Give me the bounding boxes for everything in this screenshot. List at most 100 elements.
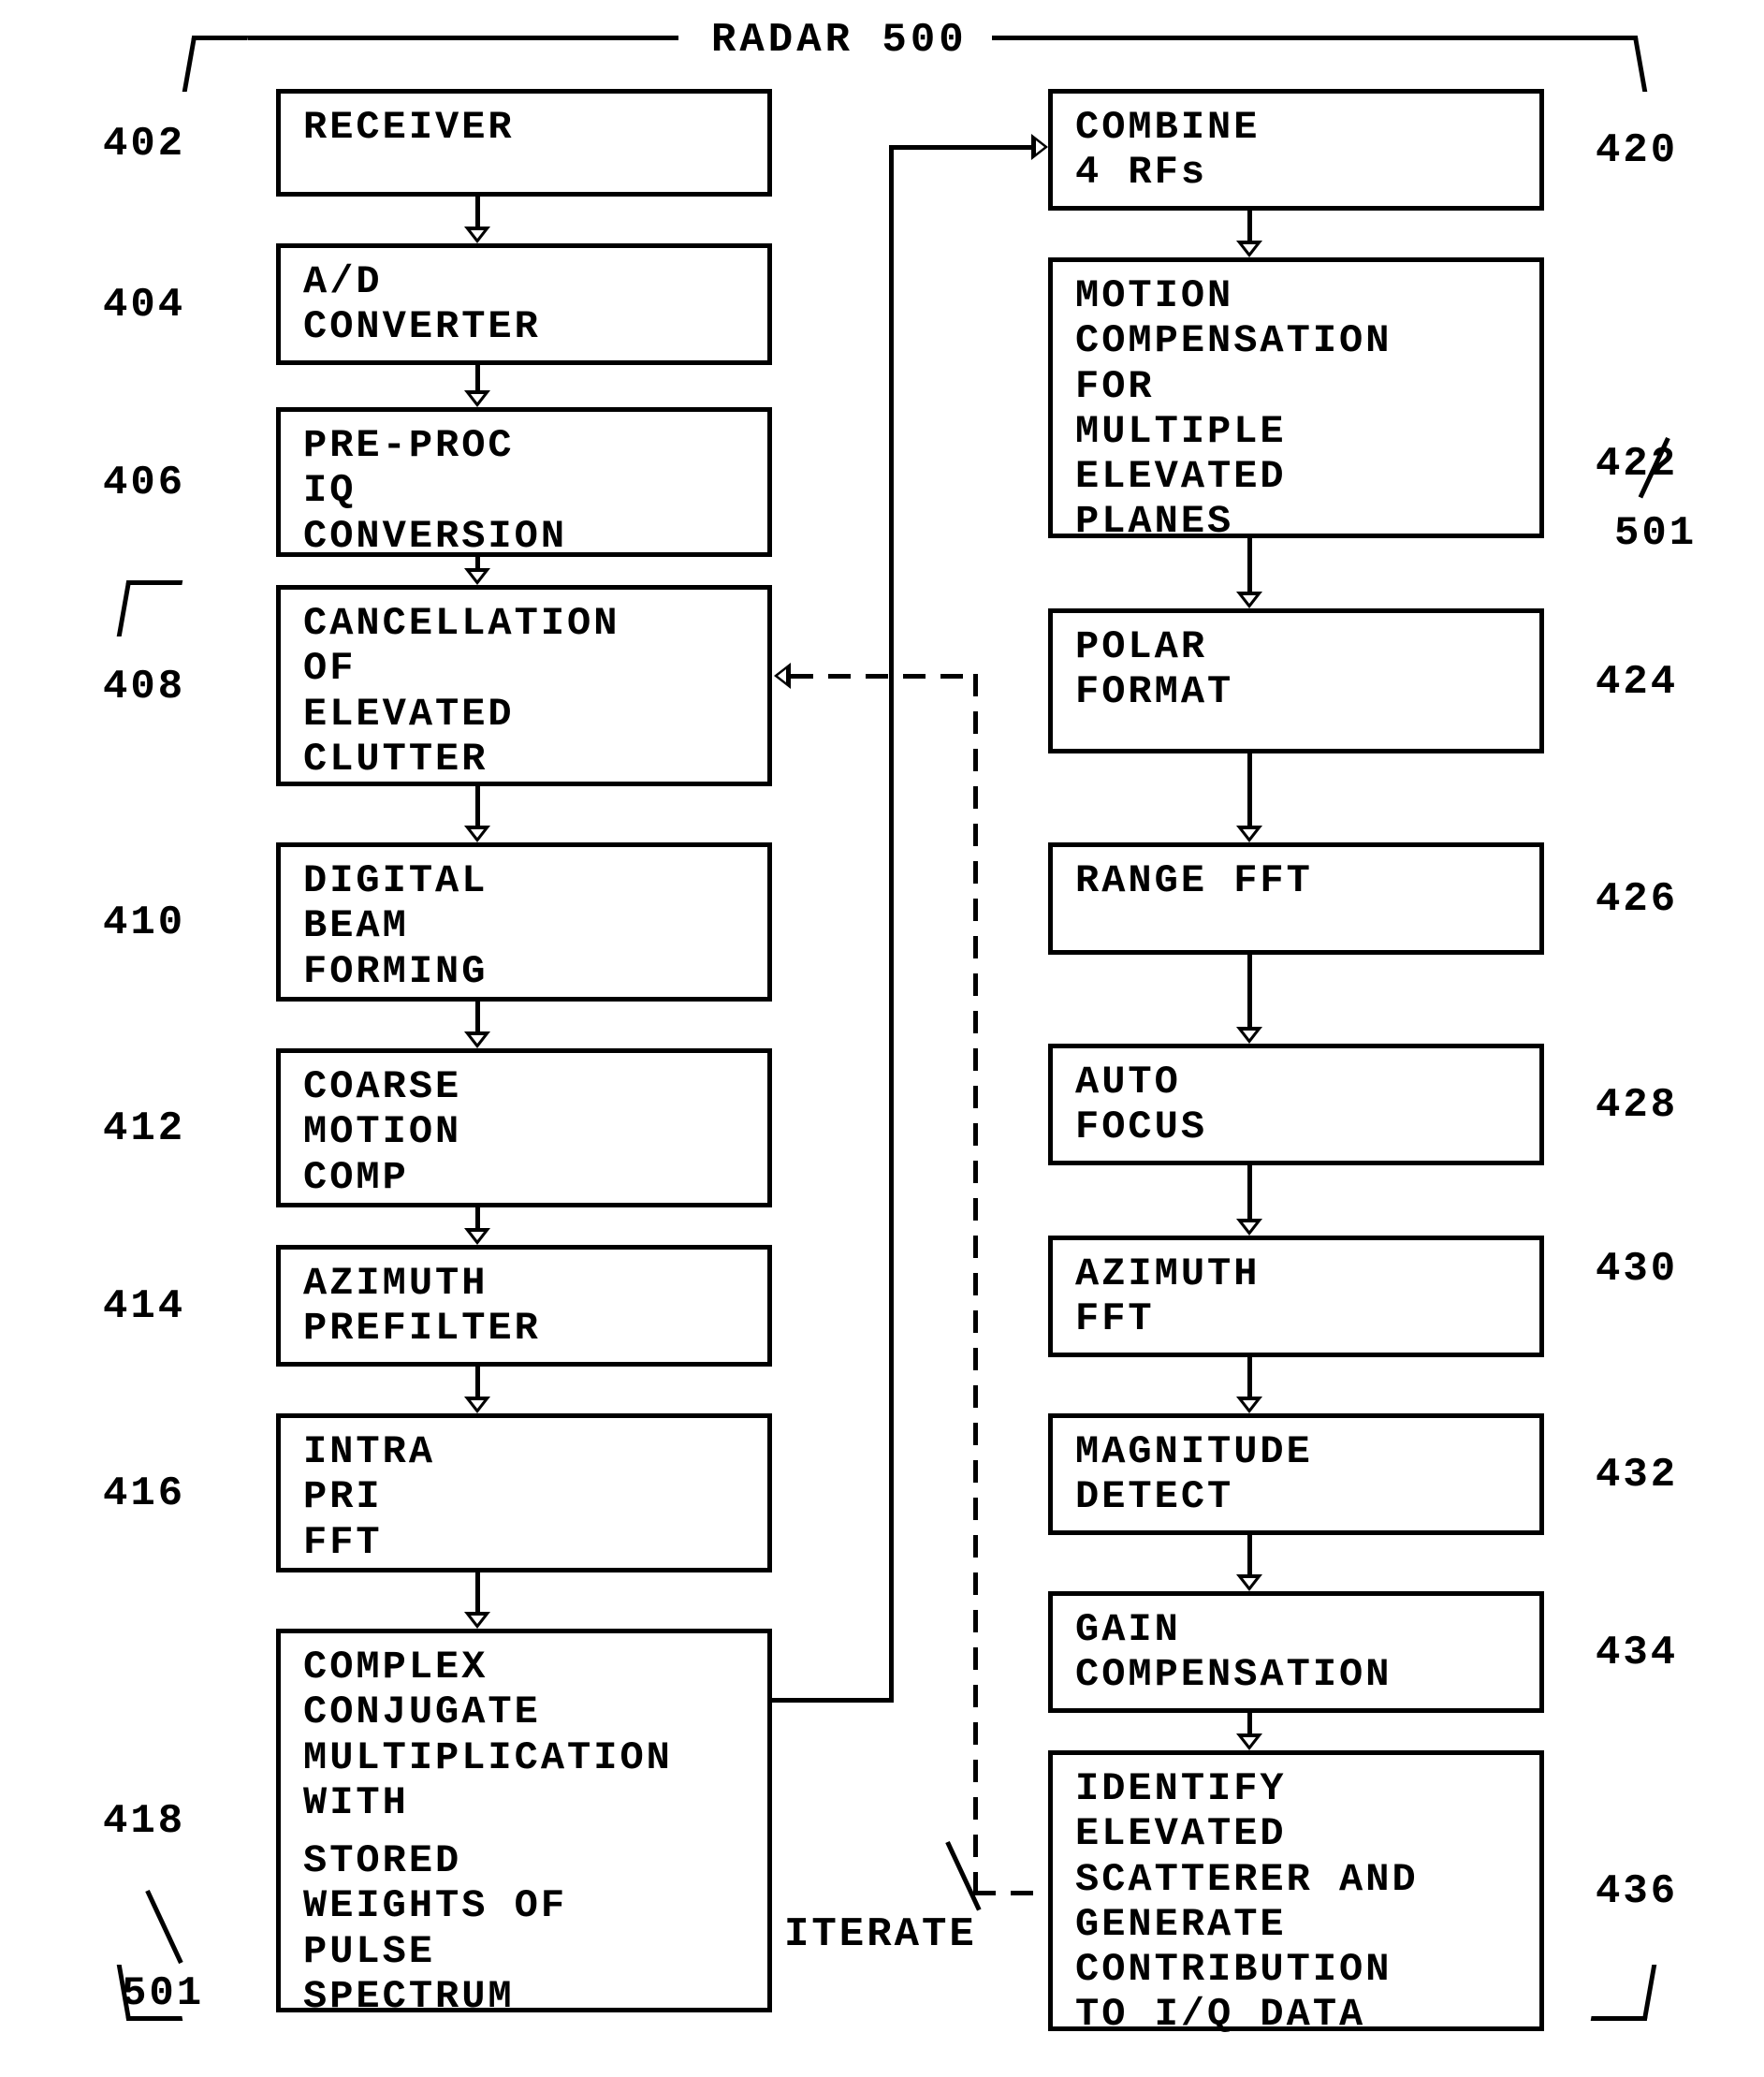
flow-box-408: CANCELLATIONOFELEVATEDCLUTTER <box>276 585 772 786</box>
arrow-down-icon <box>1236 592 1262 608</box>
box-text-line: CONJUGATE <box>303 1689 745 1734</box>
ref-label-436: 436 <box>1596 1868 1678 1915</box>
flow-box-416: INTRAPRIFFT <box>276 1413 772 1572</box>
flow-box-424: POLARFORMAT <box>1048 608 1544 753</box>
box-text-line: TO I/Q DATA <box>1075 1992 1517 2037</box>
title-rule-left <box>248 36 678 40</box>
dashed-436-left <box>973 1891 1048 1895</box>
arrow-into-420 <box>1031 134 1048 160</box>
bracket-bottom-right <box>1591 1965 1657 2021</box>
ref-label-426: 426 <box>1596 876 1678 923</box>
ref-label-416: 416 <box>103 1470 185 1517</box>
flow-box-414: AZIMUTHPREFILTER <box>276 1245 772 1367</box>
box-text-line: ELEVATED <box>1075 454 1517 499</box>
connector-418-to-mid <box>772 1698 894 1703</box>
box-text-line: DIGITAL <box>303 858 745 903</box>
box-text-line: AZIMUTH <box>303 1261 745 1306</box>
box-text-line: MULTIPLICATION <box>303 1735 745 1780</box>
box-text-line: COMPENSATION <box>1075 318 1517 363</box>
arrow-down-icon <box>464 1397 490 1413</box>
box-text-line: DETECT <box>1075 1474 1517 1519</box>
connector-mid-vertical <box>889 145 894 1703</box>
ref-label-412: 412 <box>103 1105 185 1152</box>
flow-box-430: AZIMUTHFFT <box>1048 1236 1544 1357</box>
arrow-down-icon <box>1236 241 1262 257</box>
arrow-down-icon <box>464 1031 490 1048</box>
connector-mid-to-420 <box>889 145 1034 150</box>
arrow-down-icon <box>1236 1733 1262 1750</box>
ref-label-418: 418 <box>103 1798 185 1845</box>
box-text-line: FFT <box>1075 1296 1517 1341</box>
box-text-line: CONVERSION <box>303 514 745 559</box>
flow-box-432: MAGNITUDEDETECT <box>1048 1413 1544 1535</box>
flow-box-428: AUTOFOCUS <box>1048 1044 1544 1165</box>
box-text-line: POLAR <box>1075 624 1517 669</box>
arrow-down-icon <box>1236 1027 1262 1044</box>
box-text-line: GAIN <box>1075 1607 1517 1652</box>
box-text-line: MULTIPLE <box>1075 409 1517 454</box>
arrow-down-icon <box>464 390 490 407</box>
box-text-line: A/D <box>303 259 745 304</box>
flow-box-436: IDENTIFYELEVATEDSCATTERER ANDGENERATECON… <box>1048 1750 1544 2031</box>
box-text-line: BEAM <box>303 903 745 948</box>
flowchart-root: RADAR 500 RECEIVER402A/DCONVERTER404PRE-… <box>0 0 1764 2077</box>
ref-label-414: 414 <box>103 1283 185 1330</box>
box-text-line: PRE-PROC <box>303 423 745 468</box>
bracket-top-left <box>182 36 249 92</box>
flow-box-404: A/DCONVERTER <box>276 243 772 365</box>
ref-label-430: 430 <box>1596 1246 1678 1293</box>
dashed-into-408 <box>791 674 978 679</box>
box-text-line: WITH <box>303 1780 745 1825</box>
flow-box-402: RECEIVER <box>276 89 772 197</box>
box-text-line: CONVERTER <box>303 304 745 349</box>
ref-label-428: 428 <box>1596 1082 1678 1129</box>
arrow-down-icon <box>464 227 490 243</box>
flow-box-420: COMBINE4 RFs <box>1048 89 1544 211</box>
box-text-line: CONTRIBUTION <box>1075 1947 1517 1992</box>
ref-501-right: 501 <box>1614 510 1697 557</box>
box-text-line: FOR <box>1075 364 1517 409</box>
box-text-line: COMPLEX <box>303 1645 745 1689</box>
box-text-line: COMBINE <box>1075 105 1517 150</box>
flow-box-434: GAINCOMPENSATION <box>1048 1591 1544 1713</box>
box-text-line: PRI <box>303 1474 745 1519</box>
box-text-line: PREFILTER <box>303 1306 745 1351</box>
box-text-line: FORMING <box>303 949 745 994</box>
flow-box-426: RANGE FFT <box>1048 842 1544 955</box>
arrow-down-icon <box>464 1228 490 1245</box>
box-text-line: WEIGHTS OF <box>303 1883 745 1928</box>
bracket-top-right <box>1582 36 1648 92</box>
box-text-line: COMPENSATION <box>1075 1652 1517 1697</box>
arrow-down-icon <box>1236 826 1262 842</box>
box-text-line: 4 RFs <box>1075 150 1517 195</box>
ref-501-left-slash <box>145 1890 182 1964</box>
title-rule-right <box>992 36 1610 40</box>
box-text-line: AUTO <box>1075 1060 1517 1104</box>
box-text-line: COARSE <box>303 1064 745 1109</box>
box-text-line: OF <box>303 646 745 691</box>
box-text-line: CLUTTER <box>303 737 745 782</box>
box-text-line: ELEVATED <box>303 692 745 737</box>
arrow-down-icon <box>1236 1397 1262 1413</box>
ref-label-408: 408 <box>103 664 185 710</box>
box-text-line: MOTION <box>303 1109 745 1154</box>
box-text-line: FORMAT <box>1075 669 1517 714</box>
arrow-down-icon <box>464 826 490 842</box>
ref-label-432: 432 <box>1596 1452 1678 1499</box>
box-text-line: IQ <box>303 468 745 513</box>
box-text-line: SCATTERER AND <box>1075 1857 1517 1902</box>
box-text-line: STORED <box>303 1838 745 1883</box>
box-text-line: RANGE FFT <box>1075 858 1517 903</box>
box-text-line: CANCELLATION <box>303 601 745 646</box>
box-text-line: COMP <box>303 1155 745 1200</box>
iterate-label: ITERATE <box>784 1911 977 1958</box>
ref-label-406: 406 <box>103 460 185 506</box>
flow-box-410: DIGITALBEAMFORMING <box>276 842 772 1002</box>
arrow-into-408 <box>774 663 791 689</box>
box-text-line: ELEVATED <box>1075 1811 1517 1856</box>
arrow-down-icon <box>464 568 490 585</box>
ref-label-434: 434 <box>1596 1630 1678 1676</box>
title-bar: RADAR 500 <box>0 19 1764 56</box>
diagram-title: RADAR 500 <box>711 17 968 64</box>
ref-label-404: 404 <box>103 282 185 329</box>
